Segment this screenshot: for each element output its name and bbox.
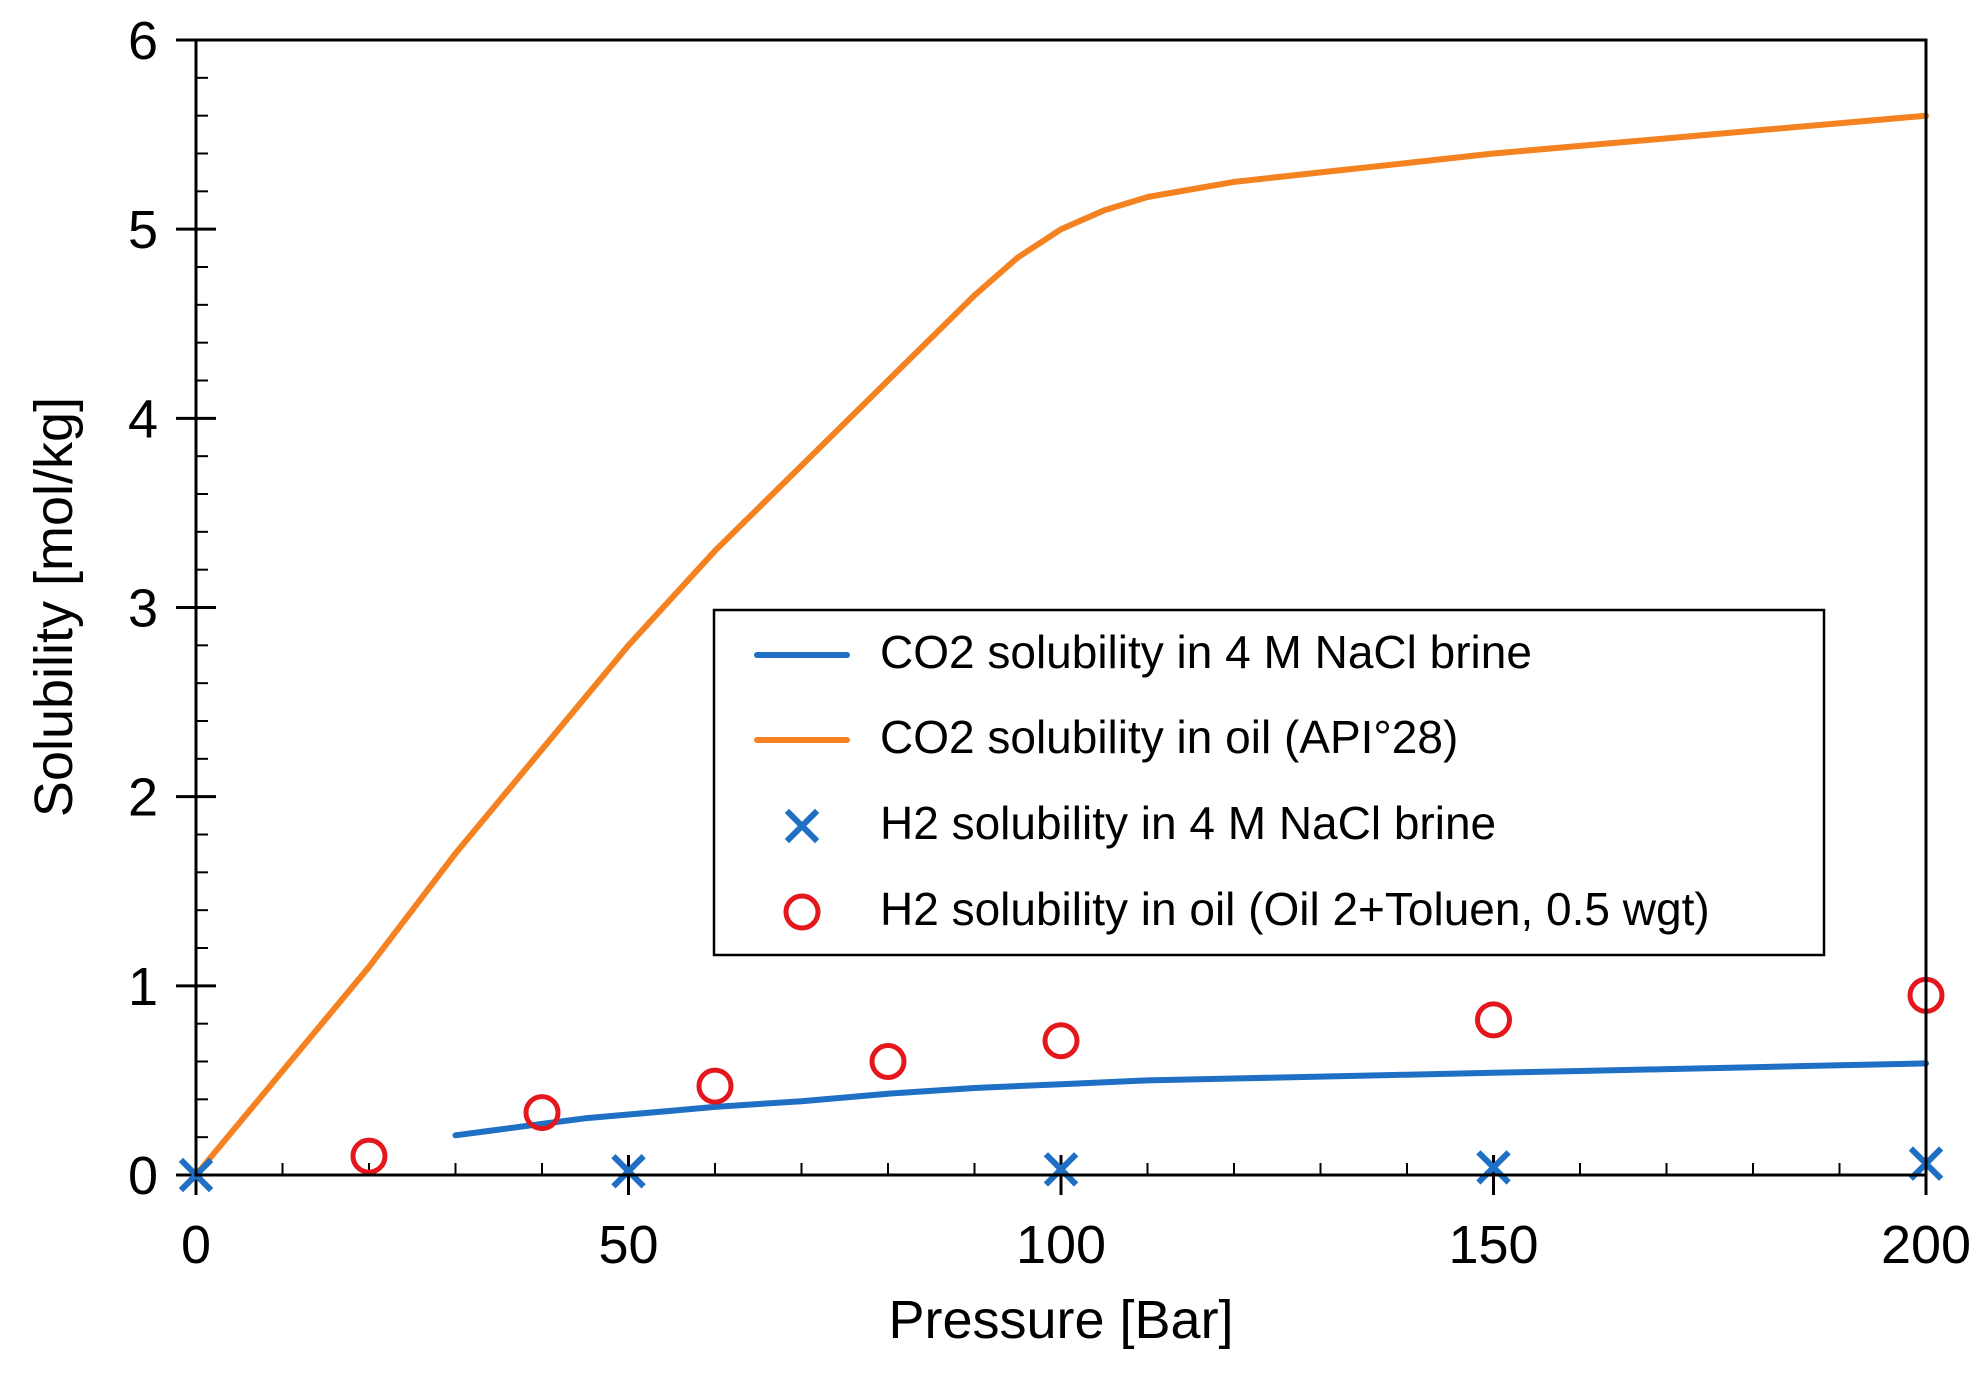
x-tick-label: 50	[598, 1215, 658, 1275]
series-3-point	[1042, 1022, 1080, 1060]
series-2-point	[1043, 1152, 1079, 1187]
legend-symbols	[754, 652, 850, 931]
y-tick-label: 4	[128, 389, 158, 449]
y-tick-label: 1	[128, 957, 158, 1017]
y-tick-label: 3	[128, 579, 158, 639]
series-3-point	[869, 1043, 907, 1080]
x-marker-stroke	[784, 808, 820, 844]
y-tick-label: 0	[128, 1146, 158, 1206]
legend-symbol-2	[784, 808, 820, 844]
plot-frame	[194, 38, 1928, 1177]
legend-box	[712, 608, 1826, 957]
tick-labels: 0 50 100 150 200 0 1 2 3 4 5 6	[128, 11, 1971, 1275]
legend: CO2 solubility in 4 M NaCl brine CO2 sol…	[712, 608, 1826, 957]
series-3-point	[1475, 1001, 1512, 1039]
x-tick-label: 100	[1016, 1215, 1106, 1275]
y-tick-label: 5	[128, 200, 158, 260]
x-axis-label: Pressure [Bar]	[888, 1290, 1233, 1350]
legend-label-h2-oil: H2 solubility in oil (Oil 2+Toluen, 0.5 …	[880, 883, 1710, 935]
legend-label-h2-brine: H2 solubility in 4 M NaCl brine	[880, 797, 1496, 849]
series-1-line	[193, 112, 1929, 1178]
series-3-point	[350, 1137, 388, 1175]
plot-series	[178, 112, 1945, 1193]
legend-label-co2-brine: CO2 solubility in 4 M NaCl brine	[880, 626, 1532, 678]
series-0-line	[452, 1060, 1929, 1139]
x-tick-label: 0	[181, 1215, 211, 1275]
x-tick-label: 200	[1881, 1215, 1971, 1275]
series-2-point	[611, 1153, 646, 1189]
series-3-point	[523, 1094, 561, 1132]
legend-symbol-3	[783, 893, 821, 931]
x-marker-stroke	[1043, 1152, 1079, 1187]
y-tick-label: 2	[128, 768, 158, 828]
legend-label-co2-oil: CO2 solubility in oil (API°28)	[880, 711, 1458, 763]
series-3-point	[696, 1067, 734, 1105]
x-marker-stroke	[611, 1153, 646, 1189]
x-tick-label: 150	[1448, 1215, 1538, 1275]
y-tick-label: 6	[128, 11, 158, 71]
minor-ticks	[195, 39, 1927, 1176]
y-axis-label: Solubility [mol/kg]	[24, 397, 84, 817]
